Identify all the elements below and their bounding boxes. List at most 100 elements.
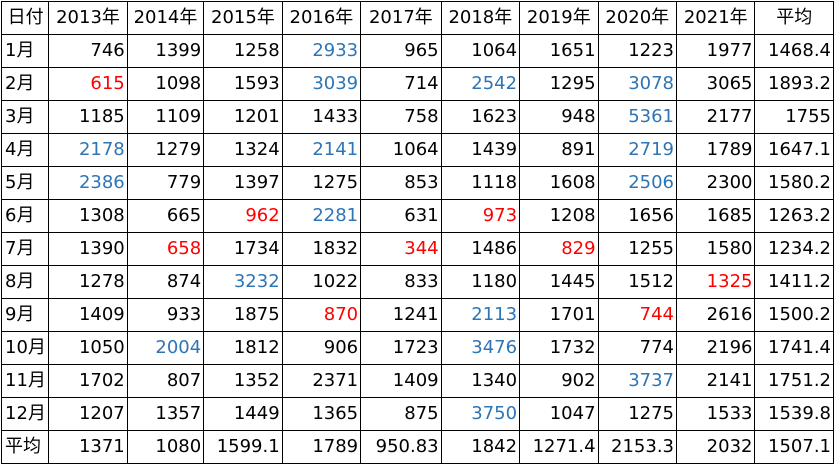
- table-cell: 1685: [676, 199, 756, 233]
- table-cell: 875: [360, 397, 442, 431]
- table-cell: 1271.4: [519, 430, 599, 464]
- row-label-cell: 2月: [0, 67, 50, 101]
- row-label-cell: 9月: [0, 298, 50, 332]
- table-cell: 744: [597, 298, 678, 332]
- table-cell: 1064: [360, 133, 442, 167]
- header-cell: 2021年: [676, 1, 756, 35]
- table-row: 7月 1390 658 1734 1832 344 1486 829 1255 1580 1234.…: [0, 232, 834, 266]
- table-cell: 1390: [48, 232, 128, 266]
- table-cell: 1278: [48, 265, 128, 299]
- table-cell: 1580: [676, 232, 756, 266]
- table-row: 9月 1409 933 1875 870 1241 2113 1701 744 2616 1500.…: [0, 298, 834, 332]
- table-cell: 2281: [281, 199, 362, 233]
- corner-header-cell: 日付: [0, 1, 50, 35]
- table-cell: 615: [48, 67, 128, 101]
- table-cell: 774: [597, 331, 678, 365]
- table-cell: 1098: [126, 67, 205, 101]
- table-cell: 906: [281, 331, 362, 365]
- table-cell: 1842: [440, 430, 521, 464]
- table-cell: 1449: [203, 397, 283, 431]
- table-cell: 1702: [48, 364, 128, 398]
- table-cell: 665: [126, 199, 205, 233]
- table-cell: 1445: [519, 265, 599, 299]
- table-cell: 874: [126, 265, 205, 299]
- table-row: 5月 2386 779 1397 1275 853 1118 1608 2506 2300 1580…: [0, 166, 834, 200]
- table-cell: 3039: [281, 67, 362, 101]
- table-cell: 1275: [281, 166, 362, 200]
- header-cell: 2018年: [440, 1, 521, 35]
- table-cell: 1439: [440, 133, 521, 167]
- table-cell: 2616: [676, 298, 756, 332]
- table-cell: 962: [203, 199, 283, 233]
- table-cell: 1207: [48, 397, 128, 431]
- table-cell: 631: [360, 199, 442, 233]
- row-label-cell: 5月: [0, 166, 50, 200]
- average-row: 平均 1371 1080 1599.1 1789 950.83 1842 1271.4 2153…: [0, 430, 834, 464]
- table-cell: 853: [360, 166, 442, 200]
- table-cell: 1201: [203, 100, 283, 134]
- table-cell: 807: [126, 364, 205, 398]
- table-cell: 1734: [203, 232, 283, 266]
- table-cell: 1118: [440, 166, 521, 200]
- table-cell: 1411.2: [754, 265, 834, 299]
- table-cell: 1109: [126, 100, 205, 134]
- table-cell: 1433: [281, 100, 362, 134]
- table-cell: 1468.4: [754, 34, 834, 68]
- header-cell: 2016年: [281, 1, 362, 35]
- table-cell: 3232: [203, 265, 283, 299]
- table-cell: 1486: [440, 232, 521, 266]
- table-cell: 1647.1: [754, 133, 834, 167]
- table-cell: 1701: [519, 298, 599, 332]
- table-cell: 948: [519, 100, 599, 134]
- table-cell: 1608: [519, 166, 599, 200]
- table-cell: 2386: [48, 166, 128, 200]
- table-cell: 1258: [203, 34, 283, 68]
- table-cell: 1295: [519, 67, 599, 101]
- table-cell: 1580.2: [754, 166, 834, 200]
- table-cell: 1875: [203, 298, 283, 332]
- row-label-cell: 12月: [0, 397, 50, 431]
- table-cell: 1234.2: [754, 232, 834, 266]
- row-label-cell: 4月: [0, 133, 50, 167]
- table-cell: 2177: [676, 100, 756, 134]
- table-row: 4月 2178 1279 1324 2141 1064 1439 891 2719 1789 164…: [0, 133, 834, 167]
- header-cell: 2020年: [597, 1, 678, 35]
- table-row: 6月 1308 665 962 2281 631 973 1208 1656 1685 1263.2: [0, 199, 834, 233]
- table-cell: 1599.1: [203, 430, 283, 464]
- table-cell: 1507.1: [754, 430, 834, 464]
- table-row: 11月 1702 807 1352 2371 1409 1340 902 3737 2141 175…: [0, 364, 834, 398]
- table-cell: 2004: [126, 331, 205, 365]
- table-cell: 1500.2: [754, 298, 834, 332]
- table-cell: 758: [360, 100, 442, 134]
- table-cell: 933: [126, 298, 205, 332]
- row-label-cell: 平均: [0, 430, 50, 464]
- table-cell: 1022: [281, 265, 362, 299]
- table-cell: 2371: [281, 364, 362, 398]
- table-cell: 1185: [48, 100, 128, 134]
- table-cell: 1397: [203, 166, 283, 200]
- table-cell: 5361: [597, 100, 678, 134]
- table-cell: 1279: [126, 133, 205, 167]
- table-cell: 1512: [597, 265, 678, 299]
- table-cell: 833: [360, 265, 442, 299]
- table-cell: 2300: [676, 166, 756, 200]
- table-cell: 3476: [440, 331, 521, 365]
- row-label-cell: 6月: [0, 199, 50, 233]
- header-cell: 2014年: [126, 1, 205, 35]
- table-cell: 1893.2: [754, 67, 834, 101]
- table-cell: 658: [126, 232, 205, 266]
- table-cell: 1593: [203, 67, 283, 101]
- table-cell: 344: [360, 232, 442, 266]
- table-cell: 714: [360, 67, 442, 101]
- row-label-cell: 3月: [0, 100, 50, 134]
- table-cell: 1208: [519, 199, 599, 233]
- table-cell: 1741.4: [754, 331, 834, 365]
- table-cell: 746: [48, 34, 128, 68]
- table-cell: 3065: [676, 67, 756, 101]
- header-cell: 2017年: [360, 1, 442, 35]
- table-cell: 965: [360, 34, 442, 68]
- table-cell: 1789: [676, 133, 756, 167]
- table-cell: 1755: [754, 100, 834, 134]
- table-cell: 829: [519, 232, 599, 266]
- table-cell: 1371: [48, 430, 128, 464]
